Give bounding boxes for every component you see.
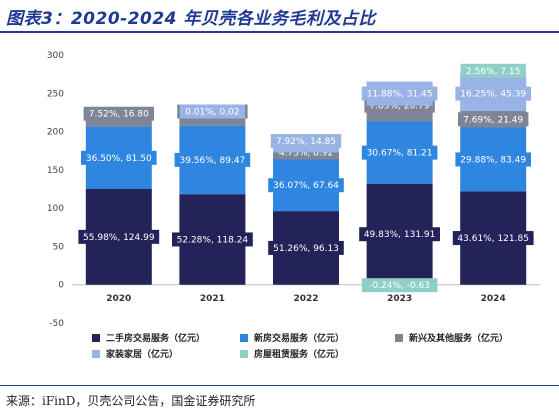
data-label: 39.56%, 89.47 <box>179 156 245 166</box>
data-label: 43.61%, 121.85 <box>457 234 529 244</box>
data-label: 7.92%, 14.85 <box>276 137 336 147</box>
y-tick-label: 0 <box>58 281 64 291</box>
data-label: 51.26%, 96.13 <box>273 244 339 254</box>
data-label: 49.83%, 131.91 <box>364 230 436 240</box>
data-label-box <box>361 145 438 160</box>
x-tick-label: 2022 <box>293 294 318 304</box>
x-tick-label: 2024 <box>481 294 506 304</box>
data-label: 36.50%, 81.50 <box>86 154 152 164</box>
source-note: 来源：iFinD，贝壳公司公告，国金证券研究所 <box>6 394 256 408</box>
data-label: 55.98%, 124.99 <box>83 233 155 243</box>
data-label-box <box>78 229 160 244</box>
legend-label: 新房交易服务（亿元） <box>254 332 344 344</box>
data-label-box <box>268 240 344 255</box>
stacked-bar-chart: -50 0 50 100 150 200 250 300 55.98%, 124.99 36.50… <box>47 51 540 360</box>
legend-swatch <box>240 334 248 342</box>
data-label-box <box>359 227 440 242</box>
data-label: 7.85%, 20.79 <box>370 102 430 112</box>
data-label-box <box>270 134 342 149</box>
data-label-box <box>460 63 526 78</box>
legend-swatch <box>395 334 403 342</box>
y-tick-label: 50 <box>53 242 65 252</box>
data-label-box <box>361 278 438 293</box>
data-label: 4.75%, 8.92 <box>279 148 333 158</box>
legend-label: 家装家居（亿元） <box>106 348 178 360</box>
data-label-box <box>458 112 529 127</box>
y-tick-label: 300 <box>47 51 64 61</box>
data-label: 11.88%, 31.45 <box>367 90 433 100</box>
legend-swatch <box>240 350 248 358</box>
data-label: 52.28%, 118.24 <box>177 235 249 245</box>
legend-swatch <box>92 334 100 342</box>
y-tick-label: -50 <box>49 319 64 329</box>
data-label: 7.52%, 16.80 <box>89 110 149 120</box>
data-label: 29.88%, 83.49 <box>460 155 526 165</box>
x-tick-label: 2020 <box>106 294 131 304</box>
data-label: 30.67%, 81.21 <box>367 149 433 159</box>
y-tick-label: 150 <box>47 166 64 176</box>
legend-label: 新兴及其他服务（亿元） <box>409 332 508 344</box>
data-label-box <box>172 232 253 247</box>
data-label-box <box>452 231 534 246</box>
data-label-box <box>455 152 531 167</box>
data-label: 16.25%, 45.39 <box>460 90 526 100</box>
data-label-box <box>179 104 245 119</box>
chart-title: 图表3：2020-2024 年贝壳各业务毛利及占比 <box>6 9 376 29</box>
data-label: 2.56%, 7.15 <box>466 67 520 77</box>
data-label-box <box>83 106 154 121</box>
data-label: 0.01%, 0.02 <box>185 108 239 118</box>
legend-label: 房屋租赁服务（亿元） <box>254 348 344 360</box>
data-label: -0.24%, -0.63 <box>369 281 430 291</box>
legend-swatch <box>92 350 100 358</box>
footer-divider <box>0 385 559 386</box>
data-label-box <box>361 86 438 101</box>
data-label-box <box>455 86 531 101</box>
data-label: 36.07%, 67.64 <box>273 181 339 191</box>
data-label-box <box>268 178 344 193</box>
x-tick-label: 2021 <box>200 294 225 304</box>
title-divider <box>0 31 559 33</box>
x-tick-label: 2023 <box>387 294 412 304</box>
y-tick-label: 100 <box>47 204 64 214</box>
y-tick-label: 250 <box>47 89 64 99</box>
data-label-box <box>174 152 251 167</box>
y-tick-label: 200 <box>47 128 64 138</box>
data-label: 7.69%, 21.49 <box>463 115 523 125</box>
data-label-box <box>81 150 157 165</box>
legend-label: 二手房交易服务（亿元） <box>106 332 205 344</box>
